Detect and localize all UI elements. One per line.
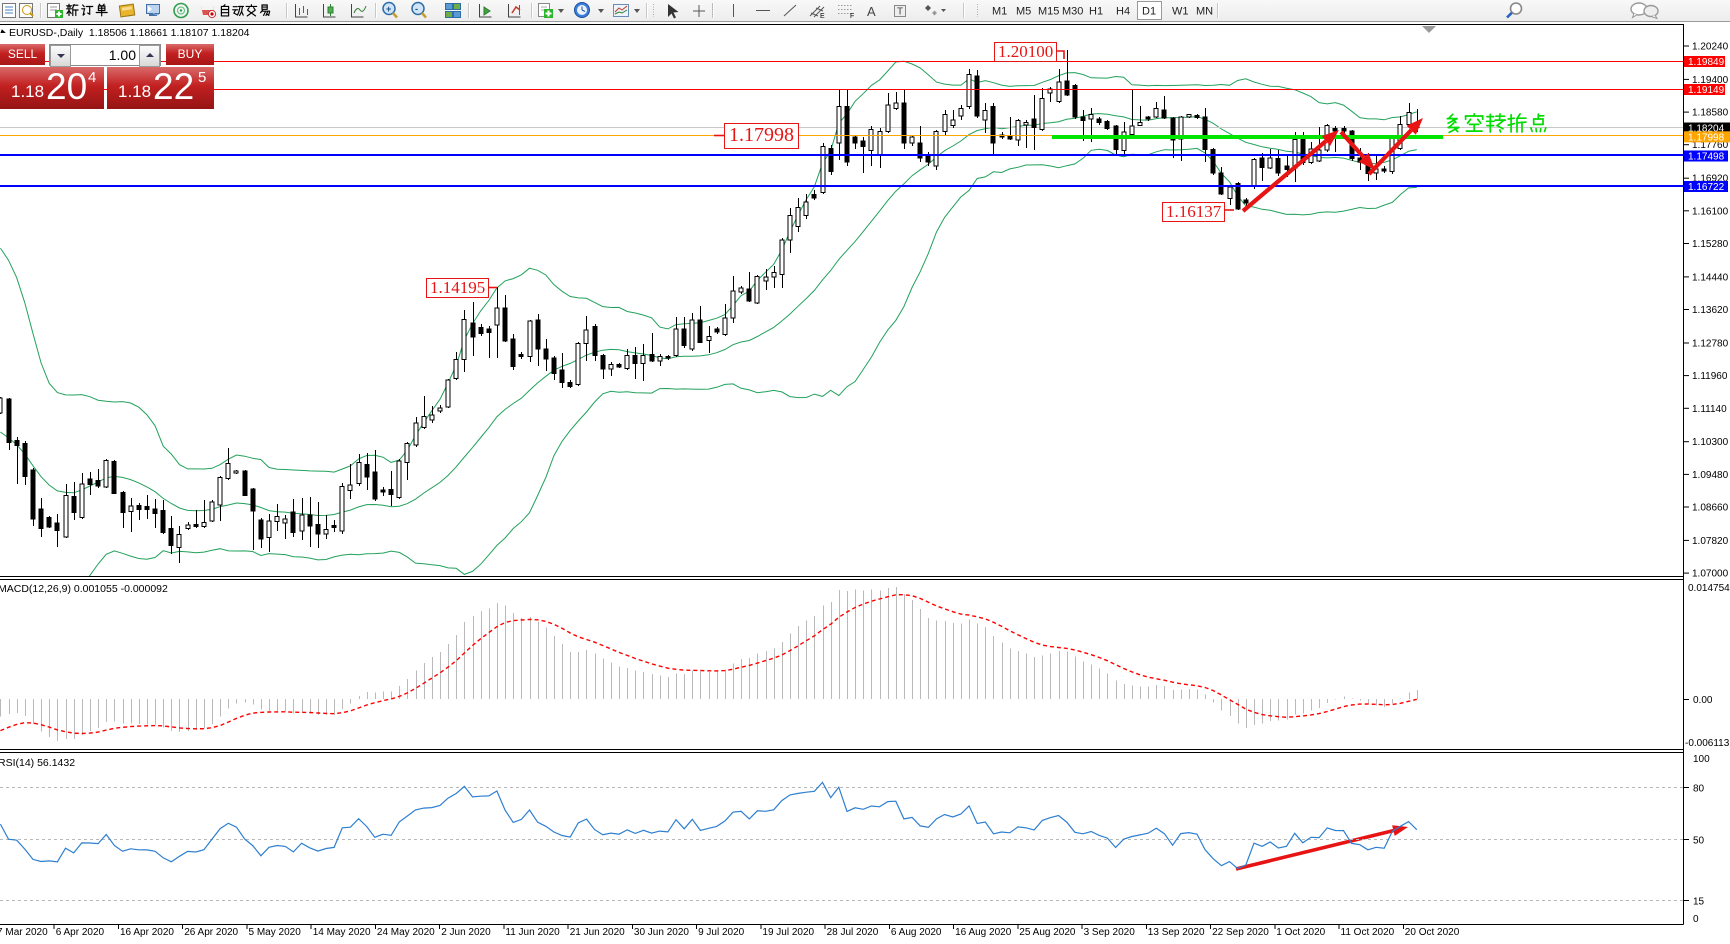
svg-text:MACD(12,26,9) 0.001055 -0.0000: MACD(12,26,9) 0.001055 -0.000092	[0, 583, 168, 595]
svg-text:5 May 2020: 5 May 2020	[249, 927, 302, 938]
svg-text:-0.006113: -0.006113	[1685, 738, 1730, 749]
svg-text:1.18580: 1.18580	[1692, 108, 1729, 119]
svg-text:1.16100: 1.16100	[1692, 206, 1729, 217]
svg-text:1.08660: 1.08660	[1692, 503, 1729, 514]
svg-text:22 Sep 2020: 22 Sep 2020	[1212, 927, 1269, 938]
svg-text:21 Jun 2020: 21 Jun 2020	[570, 927, 625, 938]
svg-text:T: T	[897, 7, 903, 18]
svg-text:1.11960: 1.11960	[1692, 371, 1728, 382]
svg-text:15: 15	[1693, 897, 1705, 908]
svg-text:0.014754: 0.014754	[1688, 583, 1730, 594]
svg-text:RSI(14) 56.1432: RSI(14) 56.1432	[0, 757, 75, 769]
svg-text:24 May 2020: 24 May 2020	[377, 927, 435, 938]
svg-text:26 Apr 2020: 26 Apr 2020	[184, 927, 238, 938]
svg-text:1.17760: 1.17760	[1692, 140, 1729, 151]
svg-text:1.07820: 1.07820	[1692, 536, 1729, 547]
svg-text:28 Jul 2020: 28 Jul 2020	[827, 927, 879, 938]
svg-text:D1: D1	[1142, 6, 1156, 18]
svg-text:9 Jul 2020: 9 Jul 2020	[698, 927, 745, 938]
svg-text:11 Oct 2020: 11 Oct 2020	[1341, 927, 1395, 938]
svg-text:1.17498: 1.17498	[1688, 152, 1725, 163]
svg-text:E: E	[820, 13, 825, 20]
svg-text:0.00: 0.00	[1693, 695, 1713, 706]
svg-text:F: F	[850, 13, 854, 20]
svg-text:1.17998: 1.17998	[1688, 132, 1725, 143]
svg-text:1.11140: 1.11140	[1692, 404, 1727, 415]
svg-text:-: -	[415, 4, 418, 14]
svg-text:1.19849: 1.19849	[1688, 57, 1725, 68]
svg-text:1.19400: 1.19400	[1692, 75, 1729, 86]
svg-text:3 Sep 2020: 3 Sep 2020	[1084, 927, 1136, 938]
svg-text:M1: M1	[992, 6, 1007, 18]
svg-text:H1: H1	[1089, 6, 1103, 18]
svg-text:+: +	[386, 4, 391, 14]
svg-text:1.09480: 1.09480	[1692, 470, 1729, 481]
svg-text:30 Jun 2020: 30 Jun 2020	[634, 927, 689, 938]
svg-text:6 Apr 2020: 6 Apr 2020	[56, 927, 105, 938]
svg-text:W1: W1	[1172, 6, 1189, 18]
svg-text:MN: MN	[1196, 6, 1213, 18]
svg-text:H4: H4	[1116, 6, 1130, 18]
svg-text:19 Jul 2020: 19 Jul 2020	[762, 927, 814, 938]
svg-text:20 Oct 2020: 20 Oct 2020	[1405, 927, 1460, 938]
svg-text:80: 80	[1693, 784, 1705, 795]
svg-text:M30: M30	[1062, 6, 1083, 18]
svg-text:27 Mar 2020: 27 Mar 2020	[0, 927, 48, 938]
svg-text:1 Oct 2020: 1 Oct 2020	[1276, 927, 1325, 938]
svg-text:1.19149: 1.19149	[1688, 85, 1725, 96]
svg-text:M5: M5	[1016, 6, 1031, 18]
svg-text:13 Sep 2020: 13 Sep 2020	[1148, 927, 1205, 938]
svg-text:1.12780: 1.12780	[1692, 339, 1729, 350]
svg-text:1.18204: 1.18204	[1688, 124, 1725, 135]
svg-text:1.13620: 1.13620	[1692, 305, 1729, 316]
svg-text:50: 50	[1693, 836, 1705, 847]
svg-text:1.14440: 1.14440	[1692, 272, 1729, 283]
svg-text:1.15280: 1.15280	[1692, 239, 1729, 250]
svg-text:16 Apr 2020: 16 Apr 2020	[120, 927, 174, 938]
svg-text:1.20240: 1.20240	[1692, 42, 1729, 53]
svg-text:11 Jun 2020: 11 Jun 2020	[505, 927, 560, 938]
svg-text:1.10300: 1.10300	[1692, 437, 1729, 448]
svg-text:A: A	[867, 4, 876, 19]
svg-text:14 May 2020: 14 May 2020	[313, 927, 371, 938]
svg-text:1.16722: 1.16722	[1688, 182, 1725, 193]
svg-text:1.07000: 1.07000	[1692, 569, 1729, 580]
svg-text:16 Aug 2020: 16 Aug 2020	[955, 927, 1012, 938]
svg-text:0: 0	[1693, 914, 1699, 925]
svg-text:100: 100	[1693, 754, 1710, 765]
svg-text:6 Aug 2020: 6 Aug 2020	[891, 927, 942, 938]
svg-text:M15: M15	[1038, 6, 1059, 18]
svg-text:25 Aug 2020: 25 Aug 2020	[1019, 927, 1076, 938]
svg-text:1.16920: 1.16920	[1692, 174, 1729, 185]
svg-text:2 Jun 2020: 2 Jun 2020	[441, 927, 491, 938]
